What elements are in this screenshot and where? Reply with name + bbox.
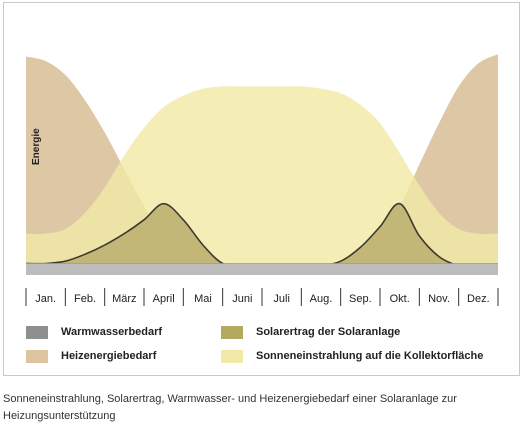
legend-label-sonneneinstrahlung: Sonneneinstrahlung auf die Kollektorfläc…: [256, 350, 484, 362]
series-area-warmwasserbedarf: [26, 263, 498, 275]
month-label-6: Juni: [232, 293, 252, 305]
month-label-8: Aug.: [310, 293, 333, 305]
series-group: [26, 54, 498, 275]
figure-frame: Energie Jan. Feb. März April Mai Juni Juli Aug. S…: [3, 2, 520, 376]
month-label-9: Sep.: [349, 293, 372, 305]
legend-swatch-warmwasserbedarf: [26, 325, 48, 339]
month-label-3: März: [112, 293, 136, 305]
legend-item-sonneneinstrahlung: Sonneneinstrahlung auf die Kollektorfläc…: [221, 348, 483, 364]
legend-swatch-sonneneinstrahlung: [221, 349, 243, 363]
month-label-4: April: [153, 293, 175, 305]
month-label-11: Nov.: [428, 293, 450, 305]
y-axis-label: Energie: [31, 128, 42, 165]
month-label-10: Okt.: [390, 293, 410, 305]
month-label-1: Jan.: [35, 293, 56, 305]
figure-caption: Sonneneinstrahlung, Solarertrag, Warmwas…: [3, 393, 457, 422]
energy-chart: Energie Jan. Feb. März April Mai Juni Juli Aug. S…: [25, 45, 499, 306]
month-label-7: Juli: [273, 293, 290, 305]
legend-item-warmwasserbedarf: Warmwasserbedarf: [26, 324, 162, 340]
month-label-2: Feb.: [74, 293, 96, 305]
legend-item-solarertrag: Solarertrag der Solaranlage: [221, 324, 400, 340]
series-area-solarertrag: [26, 203, 498, 275]
legend-swatch-heizenergiebedarf: [26, 349, 48, 363]
legend-item-heizenergiebedarf: Heizenergiebedarf: [26, 348, 156, 364]
legend-label-solarertrag: Solarertrag der Solaranlage: [256, 326, 401, 338]
legend-label-warmwasserbedarf: Warmwasserbedarf: [61, 326, 163, 338]
month-label-12: Dez.: [467, 293, 490, 305]
month-label-5: Mai: [194, 293, 212, 305]
legend-label-heizenergiebedarf: Heizenergiebedarf: [61, 350, 157, 362]
legend-swatch-solarertrag: [221, 325, 243, 339]
